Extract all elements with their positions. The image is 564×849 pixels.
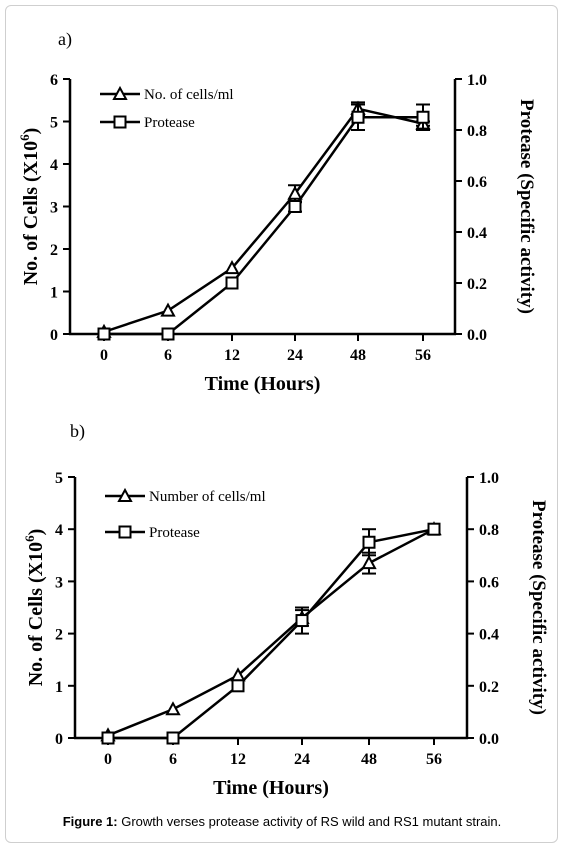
- panel-a-left-tick-label: 3: [50, 200, 58, 217]
- panel-b-left-tick-label: 0: [55, 731, 63, 748]
- panel-b-series-protease-point: [362, 535, 376, 549]
- panel-b-series-cells-line: [107, 528, 435, 737]
- panel-a-series-protease-legend-label: Protease: [144, 115, 195, 131]
- panel-a-series-protease-point: [161, 327, 175, 341]
- panel-b-series-cells-legend-label: Number of cells/ml: [149, 489, 266, 505]
- panel-a-left-tick-label: 1: [50, 285, 58, 302]
- panel-b-series-cells-legend-marker: [117, 487, 133, 502]
- panel-b-x-tick-label: 24: [294, 751, 310, 768]
- panel-a-left-tick-label: 0: [50, 327, 58, 344]
- panel-a-x-tick-label: 48: [350, 347, 366, 364]
- panel-b-label: b): [70, 421, 85, 442]
- panel-a-right-tick-label: 0.6: [467, 174, 487, 191]
- panel-a-x-tick-label: 56: [415, 347, 431, 364]
- caption-label: Figure 1:: [62, 814, 118, 829]
- panel-b-right-tick-label: 0.6: [479, 574, 499, 591]
- panel-b-left-tick-label: 5: [55, 470, 63, 487]
- panel-a-left-axis-title-main: No. of Cells (X10: [20, 141, 42, 285]
- panel-a-x-tick-label: 24: [287, 347, 303, 364]
- panel-a-left-tick-label: 6: [50, 72, 58, 89]
- panel-b-x-tick-label: 0: [104, 751, 112, 768]
- panel-a-x-tick-label: 0: [100, 347, 108, 364]
- panel-a-left-tick-label: 2: [50, 242, 58, 259]
- panel-b-series-cells-point: [165, 701, 181, 716]
- panel-a-series-protease-legend-marker: [113, 115, 127, 129]
- panel-b-left-tick-label: 3: [55, 574, 63, 591]
- panel-a-label: a): [58, 29, 72, 50]
- panel-a-left-tick-label: 4: [50, 157, 58, 174]
- panel-b-x-axis-title: Time (Hours): [213, 777, 329, 799]
- panel-a-right-axis-title: Protease (Specific activity): [516, 99, 537, 314]
- panel-b-right-axis-title: Protease (Specific activity): [528, 500, 549, 715]
- panel-a-right-tick-label: 1.0: [467, 72, 487, 89]
- panel-a-x-axis-title: Time (Hours): [205, 373, 321, 395]
- panel-b-series-protease-legend-label: Protease: [149, 525, 200, 541]
- panel-b-left-tick-label: 1: [55, 679, 63, 696]
- panel-a-left-axis-title: No. of Cells (X106): [17, 128, 42, 286]
- panel-b-x-tick-label: 56: [426, 751, 442, 768]
- panel-a-right-tick-label: 0.2: [467, 276, 487, 293]
- panel-b-series-protease-point: [166, 731, 180, 745]
- panel-a-series-protease-line: [104, 116, 423, 336]
- panel-b-series-protease-point: [231, 679, 245, 693]
- panel-b-x-tick-label: 48: [361, 751, 377, 768]
- panel-a-right-tick-label: 0.0: [467, 327, 487, 344]
- panel-a-series-cells-legend-marker: [112, 85, 128, 100]
- panel-a-x-tick-label: 6: [164, 347, 172, 364]
- panel-a-left-tick-label: 5: [50, 115, 58, 132]
- panel-a-series-cells-point: [224, 260, 240, 275]
- panel-b-series-protease-line: [108, 527, 435, 740]
- panel-b-right-tick-label: 0.2: [479, 679, 499, 696]
- panel-b-series-protease-point: [101, 731, 115, 745]
- panel-a-right-tick-label: 0.4: [467, 225, 487, 242]
- panel-b-right-tick-label: 0.0: [479, 731, 499, 748]
- caption-text: Growth verses protease activity of RS wi…: [117, 814, 502, 829]
- panel-b-right-tick-label: 0.8: [479, 522, 499, 539]
- panel-b-series-protease-point: [427, 522, 441, 536]
- panel-a-series-protease-point: [288, 200, 302, 213]
- panel-b-series-protease-legend-marker: [118, 525, 132, 539]
- panel-b-left-axis-title-main: No. of Cells (X10: [25, 542, 47, 686]
- panel-b-left-tick-label: 4: [55, 522, 63, 539]
- panel-b-left-axis-title-sup: 6: [22, 535, 37, 542]
- panel-b-right-tick-label: 0.4: [479, 627, 499, 644]
- panel-b-x-tick-label: 6: [169, 751, 177, 768]
- panel-a-left-axis-title-sup: 6: [17, 134, 32, 141]
- panel-b-left-axis-title: No. of Cells (X106): [22, 529, 47, 687]
- panel-a-series-protease-point: [97, 327, 111, 341]
- panel-a-series-protease-point: [416, 110, 430, 124]
- panel-b-series-protease-point: [295, 614, 309, 628]
- panel-b-series-cells-point: [361, 555, 377, 570]
- figure-caption: Figure 1: Growth verses protease activit…: [0, 814, 564, 829]
- panel-a-series-cells-point: [287, 185, 303, 200]
- panel-b-x-tick-label: 12: [230, 751, 246, 768]
- panel-a-series-protease-point: [225, 276, 239, 290]
- panel-a-left-axis-title-end: ): [20, 128, 42, 135]
- panel-b-left-tick-label: 2: [55, 627, 63, 644]
- panel-a-series-protease-point: [351, 110, 365, 124]
- panel-a-right-tick-label: 0.8: [467, 123, 487, 140]
- panel-a-x-tick-label: 12: [224, 347, 240, 364]
- panel-a-series-cells-line: [103, 107, 424, 334]
- panel-b-left-axis-title-end: ): [25, 529, 47, 536]
- panel-b-right-tick-label: 1.0: [479, 470, 499, 487]
- panel-a-series-cells-point: [160, 302, 176, 317]
- panel-a-series-cells-legend-label: No. of cells/ml: [144, 87, 234, 103]
